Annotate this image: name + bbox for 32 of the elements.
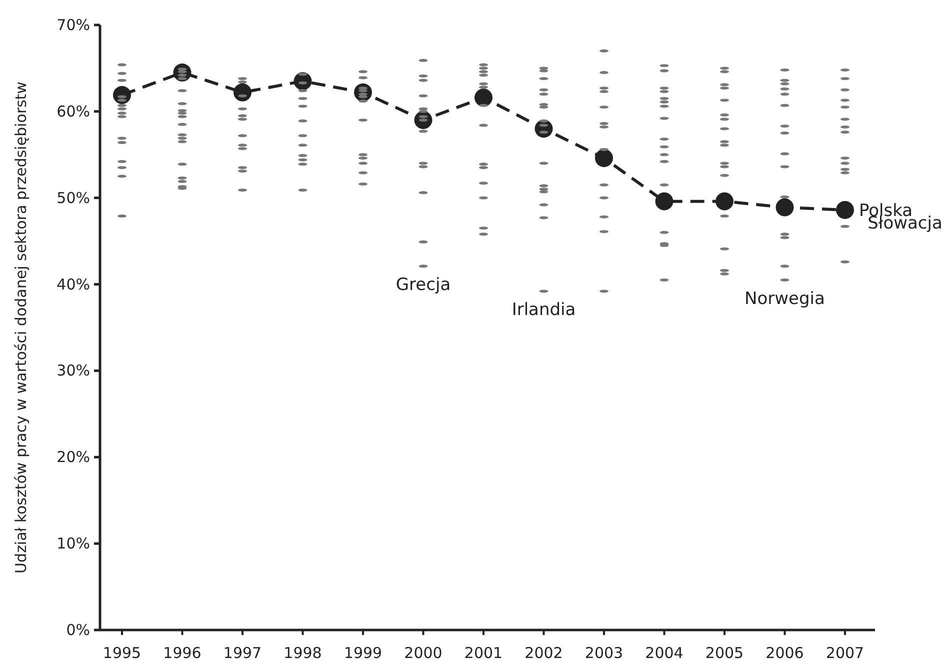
x-tick-label: 1997	[223, 644, 262, 662]
y-tick-label: 10%	[56, 534, 90, 553]
x-tick-label: 2006	[766, 644, 804, 662]
y-tick-label: 70%	[56, 16, 90, 34]
y-axis-title: Udział kosztów pracy w wartości dodanej sektora przedsiębiorstw	[12, 82, 30, 574]
x-tick-label: 1998	[284, 644, 322, 662]
x-tick-label: 2003	[584, 644, 624, 662]
point	[655, 192, 674, 210]
y-tick-label: 20%	[56, 448, 90, 466]
x-tick-label: 2002	[524, 644, 563, 662]
x-tick-label: 1995	[102, 644, 142, 662]
x-tick-label: 2005	[705, 644, 744, 662]
y-tick-label: 30%	[56, 362, 90, 380]
y-tick-label: 60%	[56, 102, 90, 120]
point	[776, 198, 794, 216]
point	[234, 83, 252, 102]
point	[716, 192, 734, 210]
x-tick-label: 2001	[464, 644, 503, 662]
y-tick-label: 40%	[56, 275, 90, 294]
annotation: Norwegia	[744, 288, 825, 309]
x-tick-label: 1996	[163, 644, 202, 662]
x-tick-label: 2007	[826, 644, 864, 662]
y-tick-label: 50%	[56, 188, 90, 207]
x-tick-label: 2000	[404, 644, 442, 662]
point	[474, 88, 492, 107]
point	[836, 200, 854, 219]
annotation: Irlandia	[512, 300, 576, 320]
annotation: Grecja	[396, 275, 451, 296]
y-tick-label: 0%	[66, 621, 90, 639]
point	[595, 149, 613, 168]
x-tick-label: 2004	[645, 644, 684, 662]
x-tick-label: 1999	[344, 644, 382, 662]
